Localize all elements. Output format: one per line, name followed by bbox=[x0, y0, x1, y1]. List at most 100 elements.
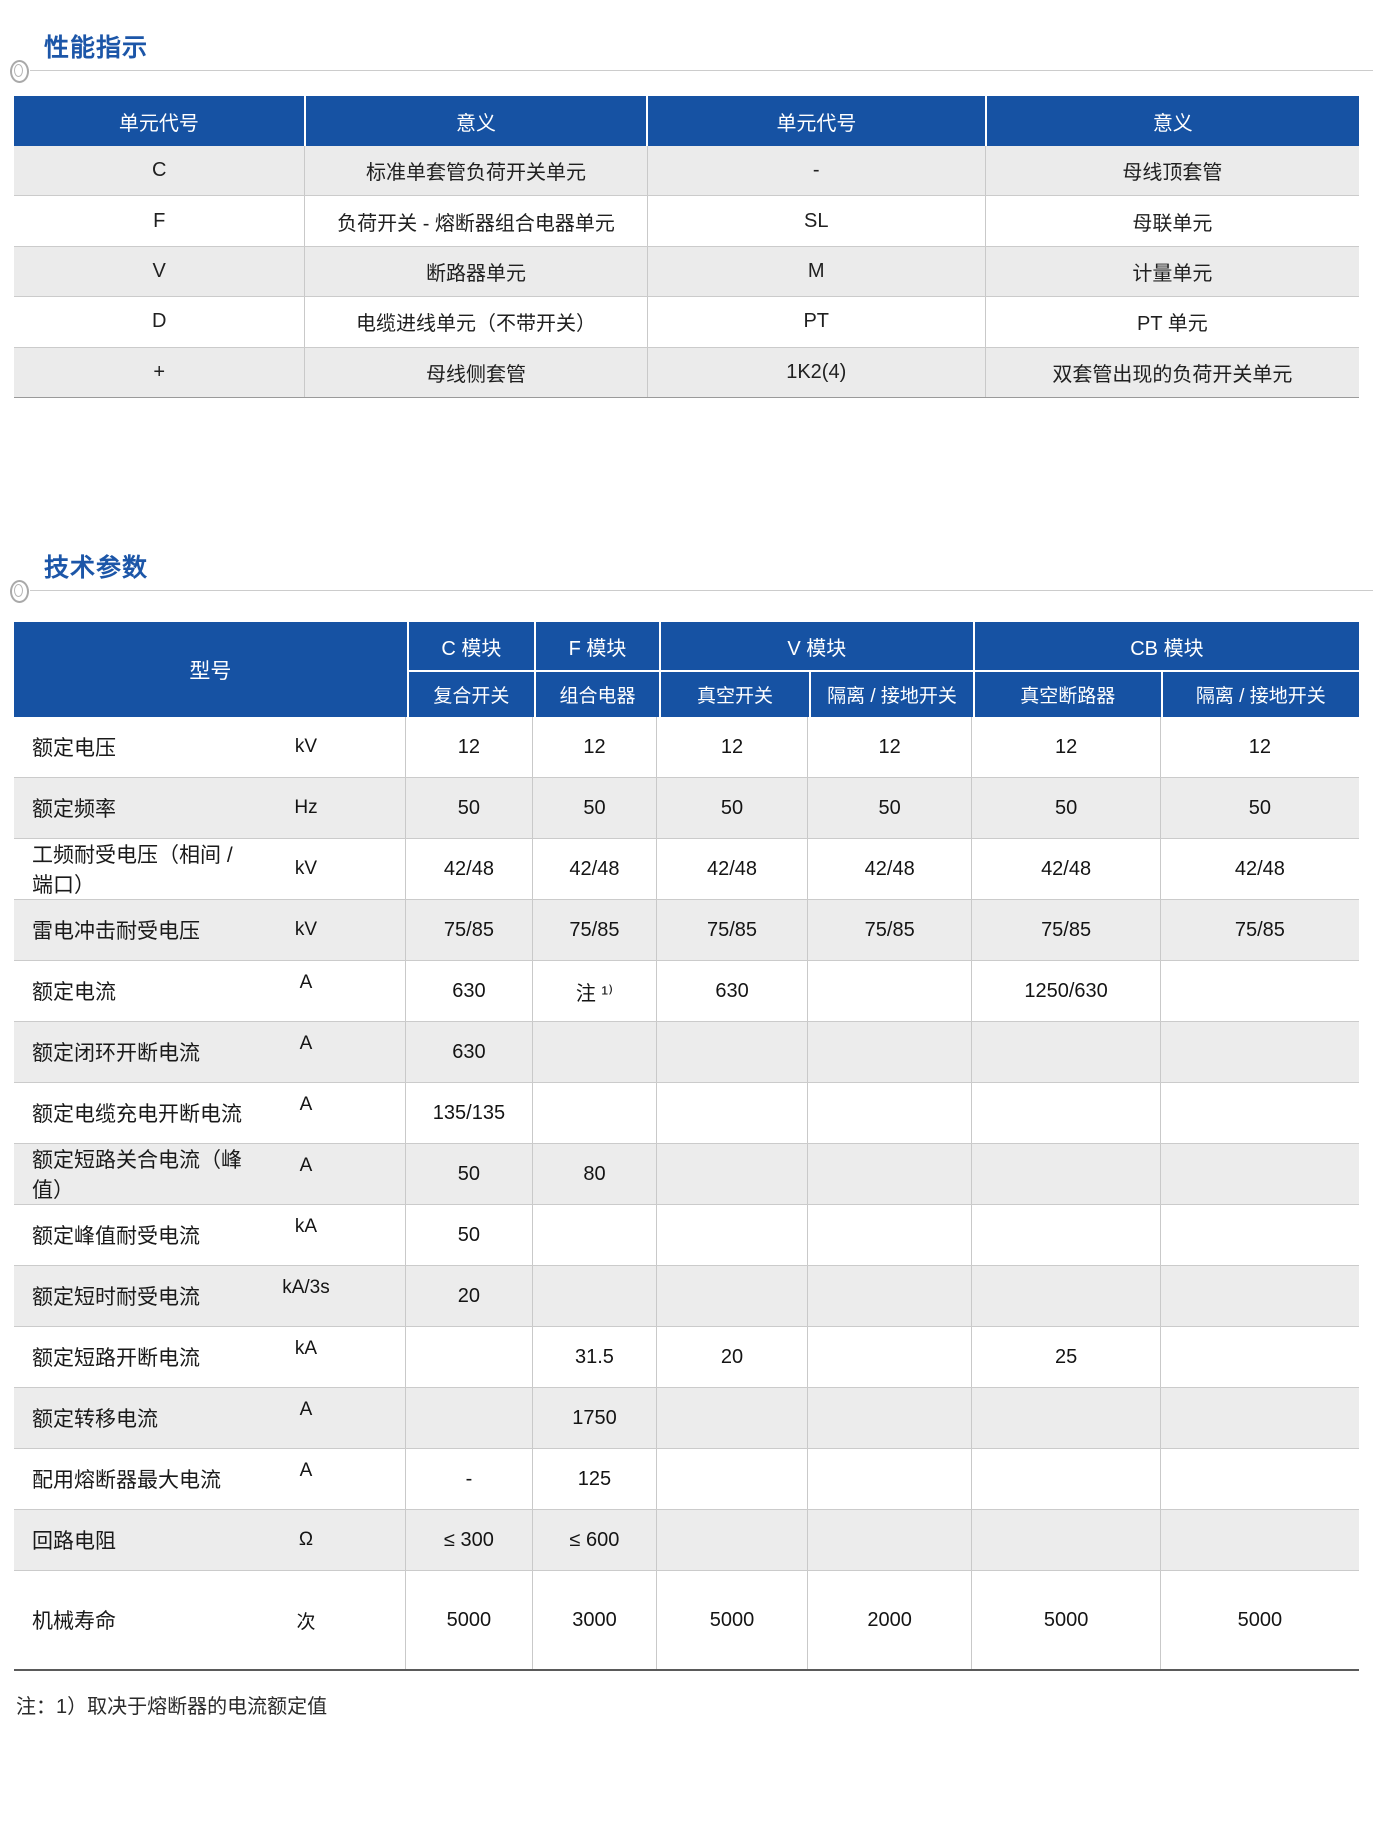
unit-meaning: 计量单元 bbox=[984, 246, 1359, 297]
value-cell: 75/85 bbox=[1159, 900, 1359, 960]
value-cell: 12 bbox=[405, 717, 532, 777]
value-cell bbox=[971, 1144, 1159, 1204]
unit-code: D bbox=[151, 310, 167, 333]
sub-header: 隔离 / 接地开关 bbox=[1160, 672, 1359, 717]
column-header: 意义 bbox=[303, 96, 647, 146]
group-label: F 模块 bbox=[536, 622, 659, 672]
param-unit: A bbox=[299, 1399, 313, 1420]
value-cell: 42/48 bbox=[405, 839, 532, 899]
param-unit: A bbox=[299, 1460, 313, 1481]
value-cell bbox=[656, 1144, 807, 1204]
table-row: 额定短路关合电流（峰值） A 50 80 bbox=[14, 1143, 1359, 1204]
value-cell bbox=[531, 1205, 656, 1265]
group-label: C 模块 bbox=[408, 622, 535, 672]
param-unit: kV bbox=[294, 858, 318, 879]
unit-meaning: 母线侧套管 bbox=[304, 347, 646, 397]
value-cell: 75/85 bbox=[531, 900, 656, 960]
value-cell bbox=[971, 1266, 1159, 1326]
value-cell: 50 bbox=[656, 778, 807, 838]
param-label: 额定电缆充电开断电流 bbox=[32, 1103, 242, 1126]
value-cell: 50 bbox=[405, 1205, 532, 1265]
value-cell: 20 bbox=[405, 1266, 532, 1326]
table-row: 额定电压 kV 12 12 12 12 12 12 bbox=[14, 717, 1359, 777]
value-cell: 1250/630 bbox=[971, 961, 1159, 1021]
group-v-module: V 模块 真空开关 隔离 / 接地开关 bbox=[658, 622, 973, 717]
value-cell bbox=[1159, 1144, 1359, 1204]
value-cell bbox=[531, 1083, 656, 1143]
tech-table-body: 额定电压 kV 12 12 12 12 12 12 额定频率 Hz 50 50 50… bbox=[14, 717, 1359, 1671]
value-cell bbox=[807, 1144, 971, 1204]
unit-meaning: 母联单元 bbox=[984, 196, 1359, 246]
unit-meaning: 断路器单元 bbox=[304, 246, 646, 297]
value-cell bbox=[656, 1449, 807, 1509]
value-cell bbox=[656, 1205, 807, 1265]
value-cell bbox=[1159, 1510, 1359, 1570]
param-unit: A bbox=[299, 1033, 313, 1054]
unit-code: F bbox=[153, 209, 166, 232]
value-cell: 12 bbox=[656, 717, 807, 777]
value-cell: 12 bbox=[807, 717, 971, 777]
value-cell: - bbox=[405, 1449, 532, 1509]
value-cell: 630 bbox=[405, 1022, 532, 1082]
value-cell bbox=[807, 1449, 971, 1509]
value-cell bbox=[807, 1388, 971, 1448]
value-cell: 50 bbox=[405, 778, 532, 838]
param-unit: A bbox=[299, 972, 313, 993]
value-cell: 3000 bbox=[531, 1571, 656, 1669]
value-cell bbox=[971, 1083, 1159, 1143]
table-row: 回路电阻 Ω ≤ 300 ≤ 600 bbox=[14, 1509, 1359, 1570]
param-label: 机械寿命 bbox=[32, 1610, 116, 1633]
value-cell: 135/135 bbox=[405, 1083, 532, 1143]
value-cell bbox=[1159, 1022, 1359, 1082]
value-cell bbox=[1159, 1266, 1359, 1326]
value-cell: 125 bbox=[531, 1449, 656, 1509]
column-header: 意义 bbox=[984, 96, 1359, 146]
table-row: + 母线侧套管 1K2(4) 双套管出现的负荷开关单元 bbox=[14, 346, 1359, 397]
value-cell: 630 bbox=[405, 961, 532, 1021]
sub-header: 复合开关 bbox=[433, 686, 510, 707]
value-cell bbox=[656, 1510, 807, 1570]
model-column-header: 型号 bbox=[189, 659, 232, 683]
param-unit: kA/3s bbox=[282, 1277, 330, 1298]
value-cell: 25 bbox=[971, 1327, 1159, 1387]
table-row: 额定峰值耐受电流 kA 50 bbox=[14, 1204, 1359, 1265]
value-cell: 42/48 bbox=[971, 839, 1159, 899]
param-unit: kA bbox=[294, 1338, 318, 1359]
value-cell: 12 bbox=[971, 717, 1159, 777]
value-cell: 12 bbox=[1159, 717, 1359, 777]
param-label: 额定峰值耐受电流 bbox=[32, 1225, 200, 1248]
unit-code-table-header: 单元代号 意义 单元代号 意义 bbox=[14, 96, 1359, 146]
section-title-parameters: 技术参数 bbox=[44, 554, 149, 582]
value-cell: 75/85 bbox=[405, 900, 532, 960]
value-cell bbox=[1159, 1449, 1359, 1509]
module-group-headers: C 模块 复合开关 F 模块 组合电器 V 模块 真空开关 隔离 / 接地开关 … bbox=[406, 622, 1359, 717]
param-unit: A bbox=[299, 1094, 313, 1115]
unit-meaning: 双套管出现的负荷开关单元 bbox=[984, 347, 1359, 397]
column-header: 单元代号 bbox=[646, 96, 984, 146]
value-cell: 42/48 bbox=[656, 839, 807, 899]
value-cell bbox=[405, 1327, 532, 1387]
footnote-text: 注：1）取决于熔断器的电流额定值 bbox=[16, 1696, 328, 1718]
section-bullet-ring-icon bbox=[10, 580, 29, 603]
value-cell: 5000 bbox=[1159, 1571, 1359, 1669]
param-label: 额定频率 bbox=[32, 798, 116, 821]
value-cell: 50 bbox=[531, 778, 656, 838]
table-row: 额定电缆充电开断电流 A 135/135 bbox=[14, 1082, 1359, 1143]
param-unit: 次 bbox=[296, 1611, 316, 1633]
value-cell: 50 bbox=[971, 778, 1159, 838]
value-cell: 31.5 bbox=[531, 1327, 656, 1387]
value-cell bbox=[405, 1388, 532, 1448]
group-label: CB 模块 bbox=[974, 622, 1359, 672]
value-cell bbox=[971, 1388, 1159, 1448]
value-cell: 12 bbox=[531, 717, 656, 777]
table-row: 额定短路开断电流 kA 31.5 20 25 bbox=[14, 1326, 1359, 1387]
value-cell bbox=[656, 1388, 807, 1448]
param-label: 额定转移电流 bbox=[32, 1408, 158, 1431]
value-cell: 50 bbox=[807, 778, 971, 838]
value-cell: 80 bbox=[531, 1144, 656, 1204]
value-cell bbox=[971, 1510, 1159, 1570]
group-f-module: F 模块 组合电器 bbox=[534, 622, 659, 717]
value-cell: ≤ 300 bbox=[405, 1510, 532, 1570]
param-label: 额定短时耐受电流 bbox=[32, 1286, 200, 1309]
value-cell: 630 bbox=[656, 961, 807, 1021]
